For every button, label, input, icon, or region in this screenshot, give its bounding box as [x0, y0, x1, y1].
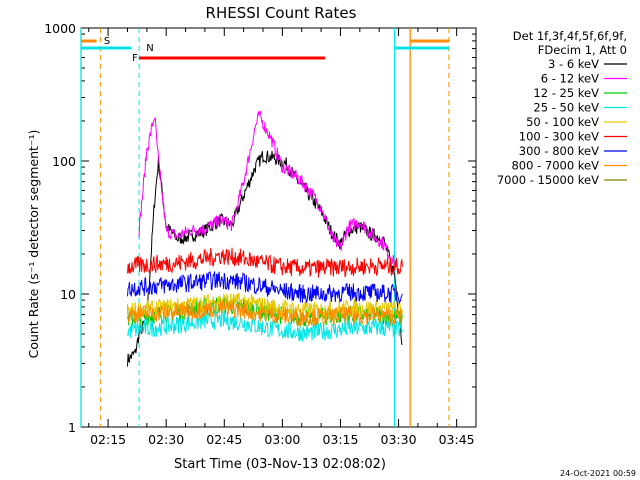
- legend-label-300-800-kev: 300 - 800 keV: [519, 144, 599, 158]
- series-line-6-12-kev: [138, 110, 396, 267]
- legend-label-800-7000-kev: 800 - 7000 keV: [511, 159, 599, 173]
- legend: Det 1f,3f,4f,5f,6f,9f,FDecim 1, Att 03 -…: [497, 29, 627, 187]
- y-axis-label: Count Rate (s⁻¹ detector segment⁻¹): [26, 130, 41, 359]
- legend-label-25-50-kev: 25 - 50 keV: [533, 101, 599, 115]
- flag-s-label: S: [104, 36, 110, 47]
- series-line-300-800-kev: [127, 271, 403, 305]
- legend-header-decim: FDecim 1, Att 0: [538, 43, 627, 57]
- x-tick-label: 03:15: [322, 432, 358, 447]
- legend-label-3-6-kev: 3 - 6 keV: [548, 57, 599, 71]
- chart-title: RHESSI Count Rates: [206, 4, 357, 22]
- series-line-800-7000-kev: [127, 299, 403, 327]
- x-tick-label: 02:45: [206, 432, 242, 447]
- series-line-100-300-kev: [127, 247, 403, 278]
- x-tick-label: 03:45: [439, 432, 475, 447]
- y-tick-label: 10: [60, 287, 76, 302]
- y-tick-label: 1000: [44, 21, 76, 36]
- legend-header-detectors: Det 1f,3f,4f,5f,6f,9f,: [513, 29, 627, 43]
- series-line-25-50-kev: [127, 310, 403, 342]
- legend-label-100-300-kev: 100 - 300 keV: [519, 130, 599, 144]
- y-tick-label: 100: [52, 154, 76, 169]
- legend-label-12-25-kev: 12 - 25 keV: [533, 86, 599, 100]
- footer-timestamp: 24-Oct-2021 00:59: [560, 469, 636, 478]
- flag-f-label: F: [132, 53, 138, 64]
- plot-area: 02:15 02:30 02:45 03:00 03:15 03:30 03:45 1 10 10…: [44, 21, 477, 447]
- y-tick-label: 1: [68, 420, 76, 435]
- x-tick-label: 03:30: [381, 432, 417, 447]
- legend-label-50-100-kev: 50 - 100 keV: [526, 115, 599, 129]
- legend-label-6-12-kev: 6 - 12 keV: [541, 72, 599, 86]
- x-tick-label: 02:15: [90, 432, 126, 447]
- flag-n-label: N: [146, 43, 153, 54]
- legend-label-7000-15000-kev: 7000 - 15000 keV: [497, 173, 599, 187]
- x-axis-label: Start Time (03-Nov-13 02:08:02): [174, 457, 386, 472]
- x-tick-label: 03:00: [264, 432, 300, 447]
- x-tick-label: 02:30: [148, 432, 184, 447]
